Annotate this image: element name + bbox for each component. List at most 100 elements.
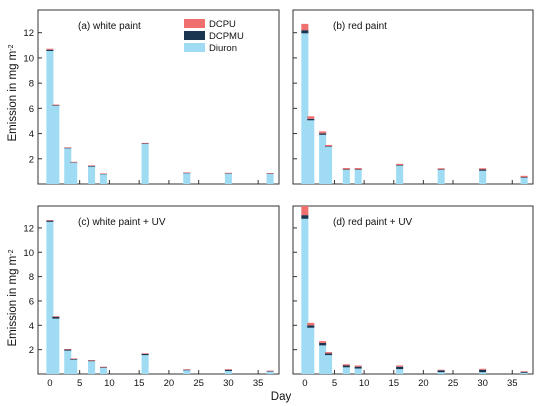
panel-b-bar-dcpmu-day-7: [342, 169, 350, 170]
panel-d-frame: [292, 205, 534, 375]
panel-c-bar-diuron-day-37: [266, 371, 274, 374]
panel-b-bar-diuron-day-7: [342, 169, 350, 184]
panel-d-xtick-label: 10: [359, 378, 370, 389]
panel-a-bar-diuron-day-16: [141, 143, 149, 184]
panel-d-bar-dcpu-day-1: [307, 322, 315, 326]
panel-c-ytick-label: 4: [29, 321, 34, 332]
panel-c-bar-diuron-day-23: [183, 370, 191, 374]
panel-a-bar-dcpu-day-23: [183, 172, 191, 173]
panel-d-bar-dcpmu-day-9: [354, 366, 362, 369]
panel-d-bar-dcpmu-day-3: [319, 342, 327, 346]
panel-a-bar-dcpu-day-16: [141, 142, 149, 144]
panel-a-bar-dcpu-day-3: [64, 147, 72, 148]
legend-swatch-diuron: [184, 43, 205, 52]
panel-c-bar-dcpu-day-7: [88, 360, 96, 361]
panel-c-title: (c) white paint + UV: [78, 217, 166, 228]
panel-a-bar-dcpu-day-9: [99, 173, 107, 175]
panel-d-bar-diuron-day-0: [301, 218, 309, 374]
panel-c: 2 4 6 8 10 12 0 5 10 15 20 25 30 35 (c) white paint + …: [23, 205, 280, 389]
panel-c-bar-dcpmu-day-3: [64, 349, 72, 351]
panel-d-bar-dcpmu-day-4: [325, 353, 333, 356]
panel-c-bar-dcpu-day-1: [52, 316, 60, 317]
panel-b-bar-diuron-day-1: [307, 120, 315, 184]
panel-b-bar-dcpmu-day-0: [301, 30, 309, 34]
panel-b-bar-diuron-day-16: [396, 165, 404, 184]
panel-c-ytick-label: 12: [23, 223, 34, 234]
panel-c-bar-diuron-day-4: [70, 359, 78, 374]
x-axis-label: Day: [271, 391, 292, 403]
panel-d-bar-dcpu-day-16: [396, 365, 404, 367]
panel-c-xtick-label: 25: [193, 378, 204, 389]
y-axis-label-sup: -2: [8, 44, 15, 50]
panel-c-bar-dcpmu-day-4: [70, 358, 78, 360]
panel-b-bar-dcpmu-day-23: [437, 169, 445, 170]
panel-b-bar-dcpmu-day-30: [479, 169, 487, 171]
panel-c-bar-diuron-day-30: [224, 370, 232, 374]
panel-d-xtick-label: 20: [418, 378, 429, 389]
panel-d-bar-dcpmu-day-23: [437, 370, 445, 373]
panel-b-bar-diuron-day-9: [354, 169, 362, 184]
panel-a-bar-dcpmu-day-16: [141, 143, 149, 144]
panel-c-bar-dcpmu-day-7: [88, 360, 96, 362]
panel-d-bar-dcpu-day-23: [437, 369, 445, 371]
panel-c-ytick-label: 8: [29, 272, 34, 283]
panel-a-bar-diuron-day-9: [99, 173, 107, 184]
panel-a-bar-diuron-day-30: [224, 173, 232, 184]
panel-a-bar-dcpmu-day-0: [46, 49, 54, 51]
panel-d-bar-dcpu-day-30: [479, 368, 487, 370]
panel-b-bar-dcpu-day-23: [437, 168, 445, 170]
panel-b-bar-dcpu-day-3: [319, 131, 327, 134]
y-axis-label-lower-text: Emission in mg m: [7, 256, 19, 347]
panel-c-bar-dcpu-day-16: [141, 353, 149, 354]
panel-c-bar-dcpu-day-4: [70, 358, 78, 360]
panel-d-bar-diuron-day-7: [342, 367, 350, 374]
panel-c-bar-diuron-day-0: [46, 221, 54, 374]
panel-b-bar-diuron-day-30: [479, 170, 487, 184]
panel-c-bar-diuron-day-7: [88, 361, 96, 374]
panel-a-bar-dcpmu-day-3: [64, 147, 72, 149]
panel-c-bar-dcpmu-day-9: [99, 367, 107, 368]
panel-b-bar-dcpu-day-16: [396, 163, 404, 166]
panel-d-bar-dcpu-day-7: [342, 364, 350, 366]
panel-b-bar-dcpu-day-37: [520, 175, 528, 178]
panel-d-bar-diuron-day-4: [325, 355, 333, 374]
panel-b-bar-dcpu-day-4: [325, 144, 333, 147]
panel-b-bar-diuron-day-37: [520, 177, 528, 184]
panel-d-bar-diuron-day-16: [396, 369, 404, 374]
panel-d-bar-dcpmu-day-7: [342, 365, 350, 368]
panel-a-bar-dcpu-day-1: [52, 104, 60, 106]
panel-d-bar-dcpu-day-3: [319, 341, 327, 343]
panel-c-xtick-label: 0: [47, 378, 52, 389]
panel-d: 0 5 10 15 20 25 30 35 (d) red paint + UV: [292, 205, 534, 389]
panel-d-bar-diuron-day-23: [437, 372, 445, 374]
panel-a-ytick-label: 4: [29, 129, 34, 140]
panel-c-ytick-label: 10: [23, 248, 34, 259]
panel-d-bar-dcpu-day-9: [354, 365, 362, 367]
panel-c-bar-dcpu-day-3: [64, 349, 72, 350]
panel-b: (b) red paint: [292, 9, 534, 185]
panel-c-xtick-label: 15: [134, 378, 145, 389]
panel-b-bar-dcpu-day-30: [479, 168, 487, 170]
panel-a-bar-diuron-day-0: [46, 50, 54, 185]
panel-a-bar-dcpmu-day-1: [52, 105, 60, 106]
panel-b-bar-dcpmu-day-1: [307, 118, 315, 121]
panel-b-title: (b) red paint: [333, 21, 387, 32]
panel-b-bar-dcpu-day-7: [342, 167, 350, 170]
panel-c-ytick-label: 2: [29, 345, 34, 356]
legend-swatch-dcpu: [184, 19, 205, 28]
panel-c-bar-dcpmu-day-37: [266, 370, 274, 372]
panel-b-bar-dcpmu-day-4: [325, 146, 333, 147]
panel-a-ytick-label: 12: [23, 28, 34, 39]
panel-b-bar-diuron-day-0: [301, 33, 309, 185]
panel-c-bar-diuron-day-1: [52, 318, 60, 374]
panel-c-xtick-label: 30: [223, 378, 234, 389]
panel-a-bar-dcpu-day-30: [224, 172, 232, 174]
panel-c-bar-dcpmu-day-1: [52, 316, 60, 319]
panel-c-bar-dcpmu-day-16: [141, 353, 149, 356]
panel-c-ytick-label: 6: [29, 296, 34, 307]
panel-a-bar-diuron-day-23: [183, 172, 191, 184]
legend-label-dcpu: DCPU: [209, 19, 236, 30]
panel-d-bar-dcpmu-day-37: [520, 371, 528, 373]
